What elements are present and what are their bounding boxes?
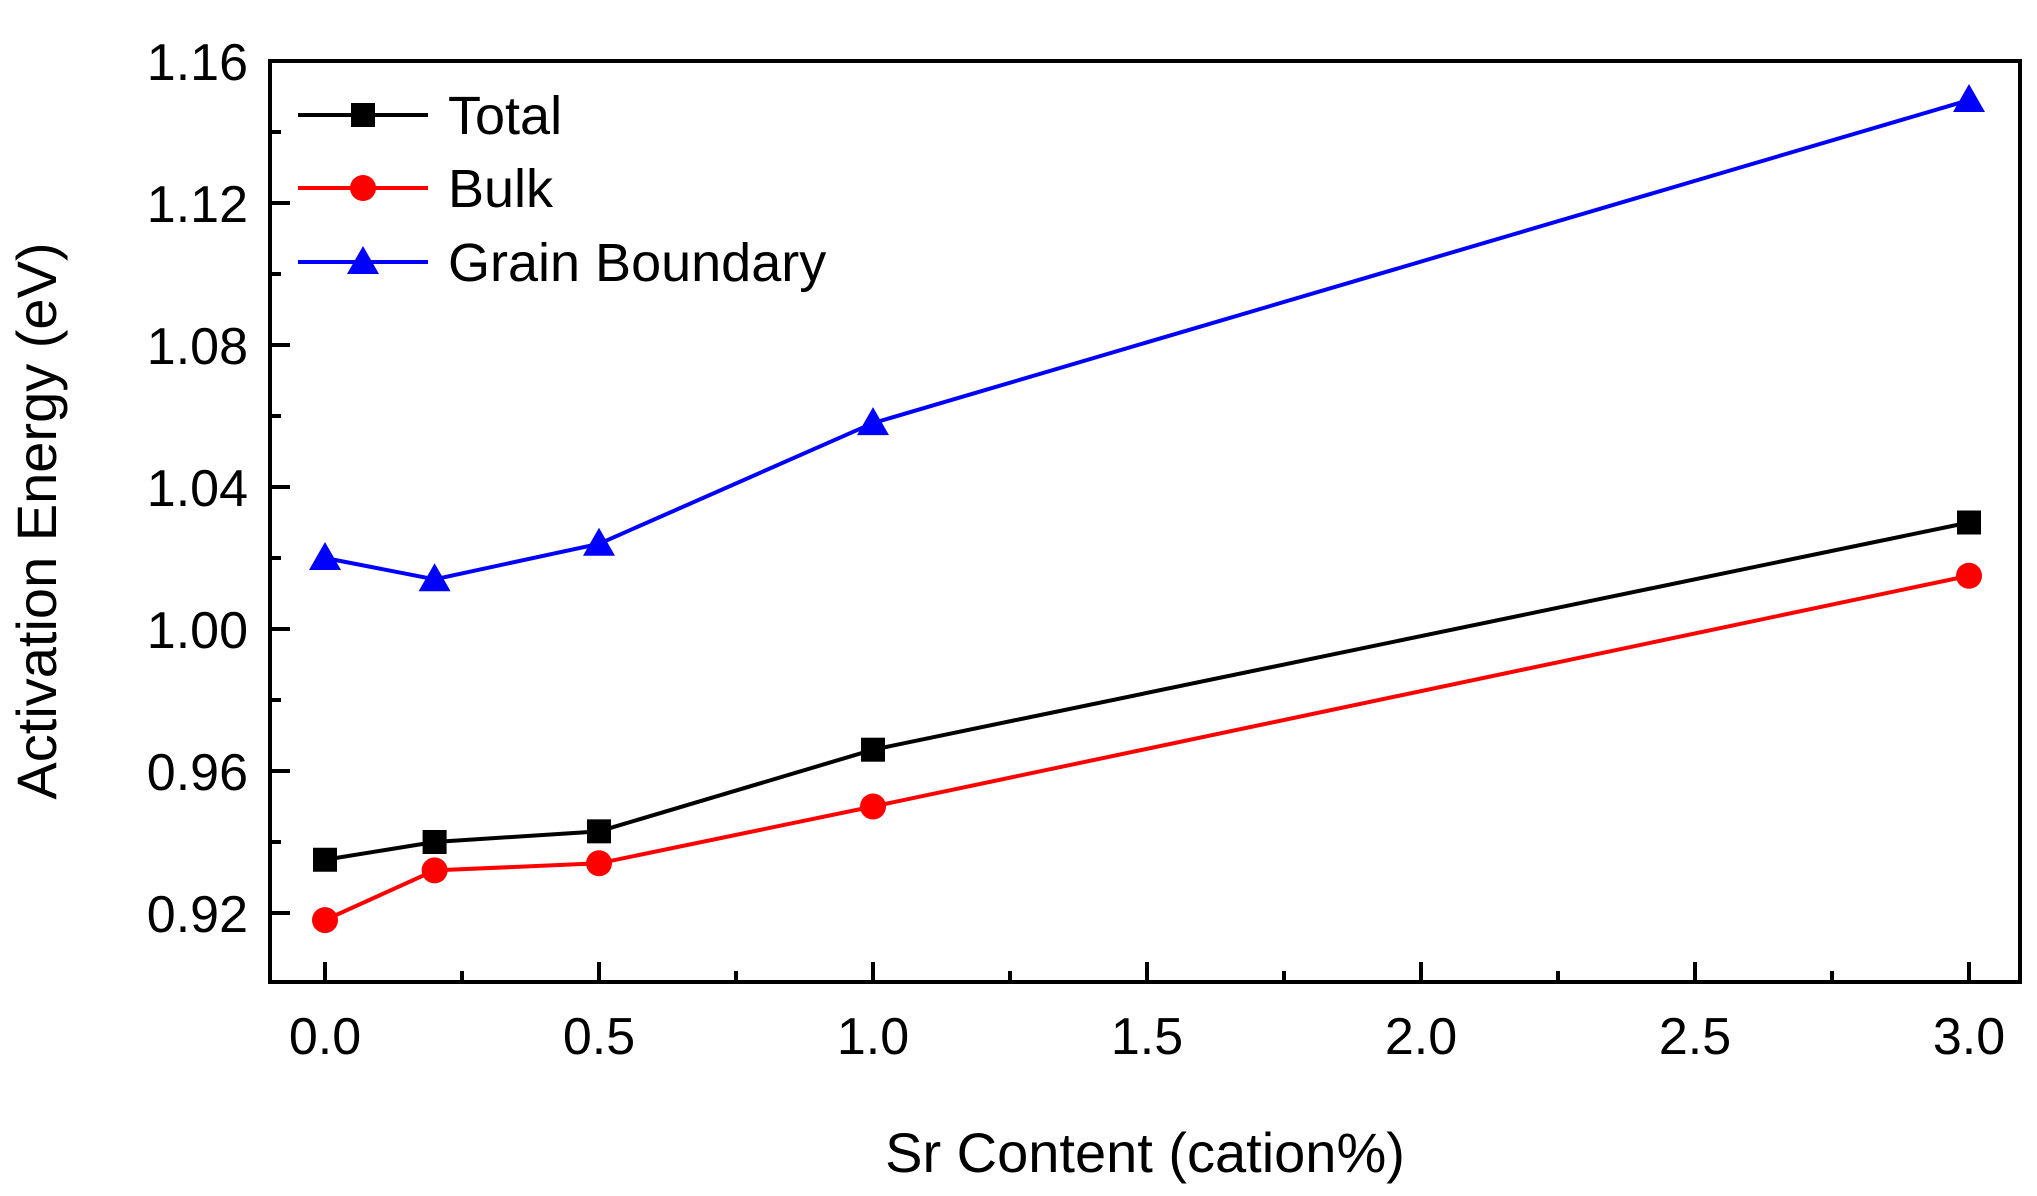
- y-tick-label: 0.96: [147, 744, 248, 802]
- data-point-total: [1957, 510, 1981, 535]
- x-tick-label: 1.5: [1111, 1008, 1183, 1066]
- series-line-bulk: [324, 573, 1970, 922]
- x-tick-label: 3.0: [1933, 1008, 2005, 1066]
- data-point-bulk: [586, 850, 612, 877]
- y-axis-label: Activation Energy (eV): [5, 242, 68, 799]
- x-tick-label: 2.5: [1659, 1008, 1731, 1066]
- data-point-total: [587, 819, 611, 844]
- legend-label: Total: [448, 86, 562, 146]
- legend-item-total: Total: [298, 86, 562, 146]
- legend-marker: [351, 103, 375, 127]
- data-point-grain-boundary: [583, 527, 615, 556]
- data-point-grain-boundary: [309, 542, 341, 570]
- data-point-grain-boundary: [418, 563, 451, 592]
- legend-item-bulk: Bulk: [298, 159, 554, 219]
- y-tick-label: 1.04: [147, 460, 248, 518]
- y-tick-label: 1.16: [147, 34, 248, 92]
- legend-item-grain-boundary: Grain Boundary: [298, 233, 826, 293]
- y-axis-ticks: 0.92 0.96 1.00 1.04 1.08 1.12 1.16: [147, 34, 290, 944]
- y-tick-label: 1.08: [147, 318, 248, 376]
- series-bulk: [312, 562, 1982, 934]
- legend-marker: [347, 246, 379, 274]
- series-line-total: [324, 520, 1970, 862]
- x-tick-label: 0.5: [563, 1008, 635, 1066]
- series-layer: [309, 84, 1985, 934]
- data-point-bulk: [860, 793, 886, 820]
- legend-label: Bulk: [448, 159, 554, 219]
- series-line-grain-boundary: [324, 98, 1970, 582]
- legend-marker: [350, 175, 376, 201]
- x-axis-ticks: 0.0 0.5 1.0 1.5 2.0 2.5 3.0: [289, 962, 2005, 1066]
- legend-label: Grain Boundary: [448, 233, 826, 293]
- data-point-total: [861, 737, 885, 762]
- series-grain-boundary: [309, 84, 1985, 592]
- legend: Total Bulk Grain Boundary: [298, 86, 826, 293]
- y-tick-label: 1.12: [147, 176, 248, 234]
- x-tick-label: 0.0: [289, 1008, 361, 1066]
- x-tick-label: 2.0: [1385, 1008, 1457, 1066]
- y-tick-label: 0.92: [147, 886, 248, 944]
- x-tick-label: 1.0: [837, 1008, 909, 1066]
- data-point-total: [313, 847, 337, 872]
- data-point-bulk: [312, 907, 338, 934]
- data-point-grain-boundary: [857, 407, 889, 436]
- data-point-bulk: [1956, 562, 1982, 589]
- series-total: [313, 510, 1981, 872]
- data-point-grain-boundary: [1953, 84, 1985, 113]
- x-axis-label: Sr Content (cation%): [885, 1121, 1405, 1184]
- data-point-total: [422, 830, 447, 854]
- y-tick-label: 1.00: [147, 602, 248, 660]
- data-point-bulk: [421, 857, 448, 884]
